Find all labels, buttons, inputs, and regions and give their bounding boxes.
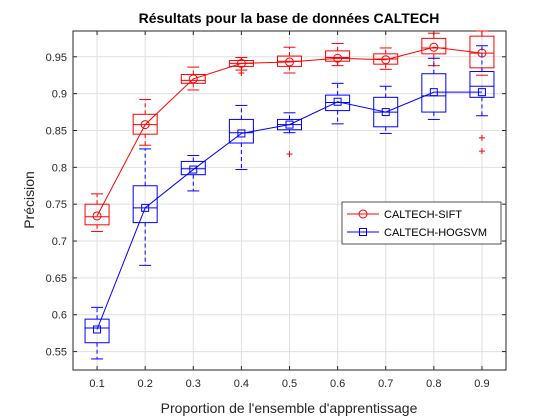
legend-box — [341, 201, 502, 245]
boxplot — [421, 57, 447, 120]
mean-point — [93, 325, 102, 334]
boxplot — [228, 104, 254, 171]
y-axis-label: Précision — [21, 171, 37, 229]
y-tick-label: 0.8 — [52, 162, 67, 174]
iqr-box — [132, 185, 158, 224]
boxplot — [84, 193, 110, 232]
series-caltech-sift — [84, 30, 495, 232]
mean-point — [140, 120, 150, 130]
x-tick-label: 0.4 — [234, 378, 249, 390]
outlier-marker — [238, 70, 245, 77]
mean-point — [333, 53, 343, 63]
mean-point — [381, 55, 391, 65]
outlier-marker — [286, 151, 293, 158]
y-tick-label: 0.6 — [52, 310, 67, 322]
legend-label-hogsvm: CALTECH-HOGSVM — [384, 227, 487, 239]
iqr-box — [84, 203, 110, 226]
y-tick-label: 0.9 — [52, 89, 67, 101]
outlier-marker — [478, 148, 485, 155]
legend-square-marker-icon — [359, 228, 367, 236]
mean-point — [189, 165, 198, 174]
iqr-box — [180, 160, 206, 176]
y-tick-label: 0.7 — [52, 236, 67, 248]
boxplot — [84, 306, 110, 360]
x-tick-label: 0.1 — [89, 378, 104, 390]
mean-point — [477, 88, 486, 97]
mean-point — [285, 57, 294, 67]
mean-line — [96, 46, 483, 217]
x-axis-label: Proportion de l'ensemble d'apprentissage — [161, 400, 418, 416]
mean-point — [285, 120, 294, 129]
mean-point — [188, 74, 198, 84]
iqr-box — [469, 71, 495, 98]
mean-point — [333, 97, 342, 106]
mean-point — [429, 88, 438, 97]
x-tick-label: 0.5 — [282, 378, 297, 390]
outlier-marker — [478, 134, 485, 141]
y-tick-label: 0.95 — [46, 52, 67, 64]
mean-point — [236, 58, 246, 68]
legend-circle-marker-icon — [358, 209, 368, 219]
axis-ticks: 0.1 0.2 0.3 0.4 0.5 0.6 0.7 0.8 0.9 0.55 0.6 0.65 0.… — [46, 31, 506, 390]
mean-point — [237, 129, 246, 138]
x-tick-label: 0.2 — [138, 378, 153, 390]
series — [84, 30, 495, 360]
mean-point — [381, 108, 390, 117]
y-tick-label: 0.65 — [46, 273, 67, 285]
x-tick-label: 0.6 — [330, 378, 345, 390]
boxplot — [469, 45, 495, 117]
iqr-box — [421, 37, 447, 55]
mean-point — [92, 211, 102, 221]
x-tick-label: 0.8 — [426, 378, 441, 390]
mean-point — [429, 42, 439, 52]
x-tick-label: 0.7 — [378, 378, 393, 390]
iqr-box — [325, 50, 351, 62]
y-tick-label: 0.75 — [46, 199, 67, 211]
iqr-box — [84, 318, 110, 344]
boxplot — [325, 82, 351, 125]
chart-title: Résultats pour la base de données CALTEC… — [139, 10, 440, 26]
boxplot — [325, 43, 351, 67]
boxplot — [373, 85, 399, 134]
x-tick-label: 0.9 — [474, 378, 489, 390]
boxplot — [180, 155, 206, 192]
legend-label-sift: CALTECH-SIFT — [384, 209, 462, 221]
series-caltech-hogsvm — [84, 45, 495, 360]
mean-point — [141, 203, 150, 212]
y-tick-label: 0.55 — [46, 347, 67, 359]
legend: CALTECH-SIFT CALTECH-HOGSVM — [341, 201, 502, 245]
mean-line — [96, 91, 482, 330]
y-tick-label: 0.85 — [46, 125, 67, 137]
iqr-box — [421, 73, 447, 113]
x-tick-label: 0.3 — [186, 378, 201, 390]
